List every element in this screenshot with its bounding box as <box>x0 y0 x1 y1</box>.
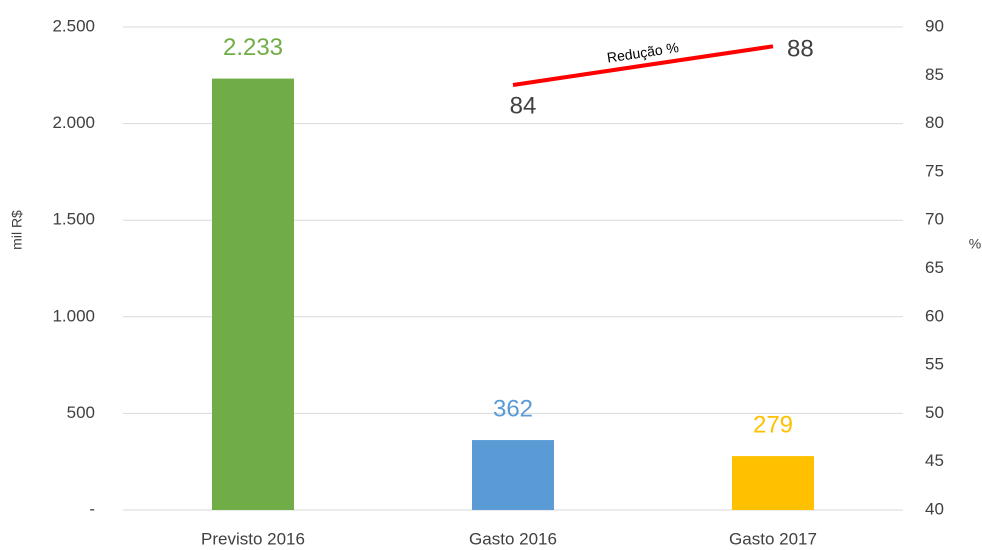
y-tick-label: 2.000 <box>52 113 95 132</box>
y2-tick-label: 85 <box>925 65 944 84</box>
x-tick-label: Previsto 2016 <box>201 529 305 548</box>
bar <box>212 78 294 510</box>
data-label: 279 <box>753 411 793 438</box>
bar <box>472 440 554 510</box>
line <box>512 44 774 87</box>
x-tick-label: Gasto 2016 <box>469 529 557 548</box>
y2-tick-label: 55 <box>925 355 944 374</box>
y-tick-label: 1.000 <box>52 306 95 325</box>
data-label: 362 <box>493 395 533 422</box>
y2-tick-label: 50 <box>925 403 944 422</box>
y2-axis-label: % <box>969 236 981 252</box>
y-tick-label: 1.500 <box>52 210 95 229</box>
y2-tick-label: 60 <box>925 306 944 325</box>
y2-tick-label: 80 <box>925 113 944 132</box>
y2-tick-label: 90 <box>925 16 944 35</box>
data-label: 84 <box>510 92 537 119</box>
y-tick-label: 2.500 <box>52 16 95 35</box>
y-tick-label: 500 <box>67 403 95 422</box>
y2-tick-label: 70 <box>925 210 944 229</box>
y2-tick-label: 45 <box>925 451 944 470</box>
y2-tick-label: 75 <box>925 161 944 180</box>
data-label: 88 <box>787 36 814 63</box>
data-label: 2.233 <box>223 34 283 61</box>
bar <box>732 456 814 510</box>
y2-tick-label: 65 <box>925 258 944 277</box>
y2-tick-label: 40 <box>925 499 944 518</box>
y-axis-label: mil R$ <box>9 210 25 250</box>
y-tick-label: - <box>89 499 95 518</box>
x-tick-label: Gasto 2017 <box>729 529 817 548</box>
